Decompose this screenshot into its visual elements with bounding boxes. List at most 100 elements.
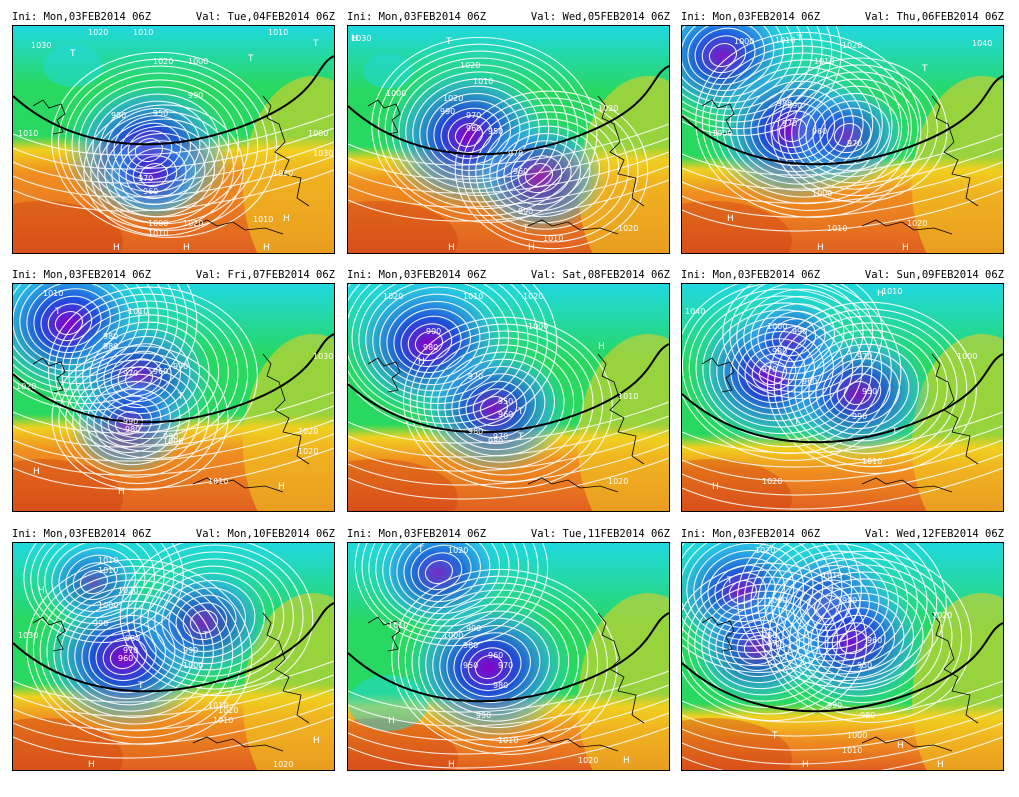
isobar-line [806, 587, 852, 626]
isobar-line [729, 66, 874, 185]
isobar-line [396, 543, 491, 609]
isobar-value-label: 950 [463, 661, 478, 670]
isobar-line [829, 365, 891, 418]
isobar-value-label: 1000 [528, 322, 548, 331]
isobar-line [430, 344, 575, 463]
isobar-line [682, 425, 1003, 468]
isobar-value-label: 980 [103, 342, 118, 351]
isobar-line [348, 165, 669, 208]
isobar-value-label: 990 [476, 711, 491, 720]
isobar-value-label: 990 [163, 432, 178, 441]
isobar-line [682, 26, 794, 104]
isobar-line [764, 102, 826, 155]
isobar-value-label: 1020 [16, 382, 36, 391]
isobar-line [110, 350, 172, 403]
isobar-line [375, 543, 520, 627]
coastline [861, 736, 953, 752]
isobar-line [358, 284, 519, 405]
isobar-line [451, 365, 546, 445]
low-trough-marker: T [517, 432, 524, 442]
isobar-line [708, 42, 738, 68]
map-panel-2: Ini: Mon,03FEB2014 06Z Val: Wed,05FEB201… [347, 10, 670, 254]
high-pressure-marker: H [937, 760, 944, 770]
isobar-line [13, 419, 334, 462]
isobar-line [682, 411, 1003, 454]
isobar-value-label: 1020 [153, 57, 173, 66]
isobar-line [722, 612, 800, 678]
init-time-label: Ini: Mon,03FEB2014 06Z [12, 528, 152, 540]
isobar-value-label: 1020 [598, 104, 618, 113]
isobar-line [833, 122, 863, 148]
isobar-value-label: 1020 [383, 292, 403, 301]
isobar-line [708, 597, 820, 690]
isobar-line [13, 169, 334, 212]
isobar-line [371, 36, 598, 223]
isobar-line [682, 161, 1003, 204]
coastline [861, 219, 953, 235]
isobar-line [517, 155, 563, 194]
isobar-line [33, 288, 111, 354]
isobar-value-label: 1010 [388, 621, 408, 630]
isobar-line [773, 308, 968, 468]
map-panel-3: Ini: Mon,03FEB2014 06Z Val: Thu,06FEB201… [681, 10, 1004, 254]
high-pressure-marker: H [313, 736, 320, 746]
low-trough-marker: T [891, 427, 898, 437]
isobar-value-label: 1020 [523, 292, 543, 301]
pressure-map-svg: 1020 1010 10209909809709509609809709801000… [348, 284, 669, 511]
isobar-value-label: 950 [488, 127, 503, 136]
isobar-line [425, 603, 570, 722]
low-trough-marker: T [69, 49, 76, 59]
isobar-line [79, 569, 109, 595]
isobar-line [348, 712, 669, 755]
high-pressure-marker: H [388, 716, 395, 726]
isobar-value-label: 1000 [98, 601, 118, 610]
isobar-value-label: 990 [440, 107, 455, 116]
isobar-value-label: 1000 [712, 129, 732, 138]
low-trough-marker: T [796, 34, 803, 44]
isobar-line [51, 543, 146, 619]
isobar-line [107, 403, 153, 442]
forecast-map: 1000 1010 1010 1020 980 990 970 960 970 1000 1010 1… [681, 25, 1004, 254]
isobar-value-label: 1020 [578, 756, 598, 765]
warm-field-southwest [13, 201, 123, 253]
isobar-line [707, 557, 785, 623]
isobar-line [348, 179, 669, 222]
isobar-value-label: 1010 [133, 28, 153, 37]
isobar-line [139, 162, 169, 188]
isobar-line [13, 155, 334, 198]
isobar-value-label: 1000 [188, 57, 208, 66]
isobar-line [682, 736, 1003, 770]
isobar-line [426, 92, 521, 172]
isobar-line [72, 366, 200, 472]
isobar-line [365, 284, 510, 398]
isobar-line [805, 92, 900, 172]
isobar-line [465, 380, 527, 433]
isobar-line [348, 123, 669, 166]
valid-time-label: Val: Tue,11FEB2014 06Z [530, 528, 670, 540]
isobar-line [58, 352, 219, 485]
high-pressure-marker: H [278, 482, 285, 492]
isobar-value-label: 1000 [443, 631, 463, 640]
isobar-value-label: 1010 [498, 736, 518, 745]
coastline [192, 219, 284, 235]
isobar-value-label: 950 [857, 661, 872, 670]
coastline [931, 95, 979, 207]
forecast-map: 1030 1020 1010 990 970 960 950 970 960 990 1010 102… [347, 25, 670, 254]
isobar-line [777, 64, 938, 197]
isobar-line [682, 439, 1003, 482]
isobar-line [61, 300, 239, 446]
low-trough-marker: T [417, 545, 424, 555]
isobar-line [768, 557, 963, 717]
isobar-line [694, 27, 756, 80]
isobar-value-label: 1000 [163, 437, 183, 446]
isobar-line [682, 543, 843, 660]
isobar-line [446, 624, 541, 704]
isobar-line [410, 544, 472, 597]
isobar-value-label: 960 [118, 654, 133, 663]
isobar-value-label: 1010 [98, 566, 118, 575]
isobar-value-label: 950 [498, 397, 513, 406]
high-pressure-marker: H [902, 243, 909, 253]
isobar-value-label: 1000 [767, 596, 787, 605]
forecast-map: 1020 1010 1020 990 980 970 950 960 980 970 980 1000… [347, 283, 670, 512]
isobar-value-label: 970 [508, 149, 523, 158]
